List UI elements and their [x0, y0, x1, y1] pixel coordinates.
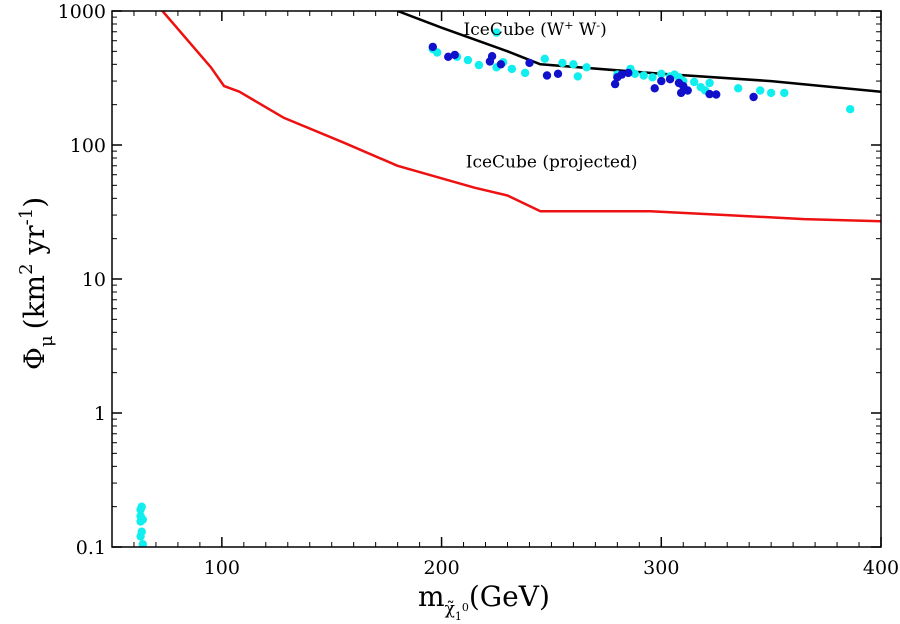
cyan-point-26 — [639, 71, 648, 80]
cyan-point-40 — [780, 88, 789, 98]
cyan-point-27 — [648, 73, 657, 82]
blue-point-15 — [665, 75, 675, 84]
y-tick-label: 0.1 — [76, 537, 106, 559]
blue-point-1 — [444, 52, 453, 61]
blue-point-0 — [428, 42, 437, 52]
blue-point-8 — [553, 69, 563, 79]
blue-point-4 — [487, 52, 497, 61]
blue-point-2 — [450, 50, 459, 60]
blue-point-20 — [705, 89, 714, 99]
y-tick-label: 1 — [94, 403, 106, 425]
blue-point-19 — [683, 86, 692, 95]
plot-frame — [111, 10, 882, 548]
x-axis-title: mχ̃10(GeV) — [418, 580, 550, 623]
blue-point-13 — [650, 84, 659, 93]
x-tick-label: 200 — [423, 557, 459, 579]
blue-point-7 — [542, 71, 552, 80]
y-tick-label: 10 — [82, 269, 106, 291]
blue-point-17 — [676, 88, 686, 98]
cyan-point-38 — [756, 86, 765, 95]
blue-point-9 — [610, 79, 620, 89]
blue-point-5 — [496, 60, 506, 69]
curve-icecube-projected — [161, 11, 881, 223]
blue-point-21 — [712, 90, 721, 99]
cyan-point-20 — [569, 60, 578, 69]
cyan-point-25 — [630, 69, 640, 79]
blue-point-12 — [624, 68, 633, 78]
cyan-point-39 — [766, 88, 776, 98]
blue-point-6 — [525, 58, 534, 68]
y-axis-title: Φμ(km2 yr-1) — [16, 197, 57, 370]
annotation-ww: IceCube (W+ W-) — [464, 19, 607, 41]
x-tick-label: 100 — [204, 557, 240, 579]
cyan-point-17 — [520, 68, 530, 78]
cyan-point-6 — [136, 532, 145, 541]
cyan-point-21 — [573, 72, 582, 81]
cyan-point-12 — [474, 60, 484, 70]
cyan-point-19 — [558, 58, 567, 68]
y-tick-label: 1000 — [58, 1, 106, 23]
blue-point-22 — [749, 92, 758, 102]
cyan-point-36 — [705, 78, 714, 88]
cyan-point-11 — [463, 55, 473, 65]
blue-point-11 — [617, 70, 626, 79]
cyan-point-7 — [138, 540, 147, 547]
cyan-point-4 — [136, 517, 145, 526]
cyan-point-13 — [492, 28, 501, 37]
cyan-point-41 — [846, 105, 855, 114]
axis-ticks: 100 200 300 400 0.1 1 10 100 1000 — [58, 1, 899, 579]
y-tick-label: 100 — [70, 135, 106, 157]
cyan-point-1 — [137, 502, 146, 511]
x-tick-label: 400 — [863, 557, 899, 579]
annotation-projected: IceCube (projected) — [466, 152, 638, 172]
blue-point-14 — [657, 76, 666, 86]
curve-icecube-ww — [397, 11, 881, 93]
cyan-point-33 — [690, 77, 699, 87]
cyan-point-22 — [582, 63, 591, 72]
cyan-point-37 — [734, 84, 743, 93]
cyan-point-18 — [540, 54, 549, 63]
cyan-point-16 — [507, 64, 517, 74]
x-tick-label: 300 — [643, 557, 679, 579]
cyan-point-28 — [657, 69, 666, 79]
chart-marks — [136, 11, 881, 547]
